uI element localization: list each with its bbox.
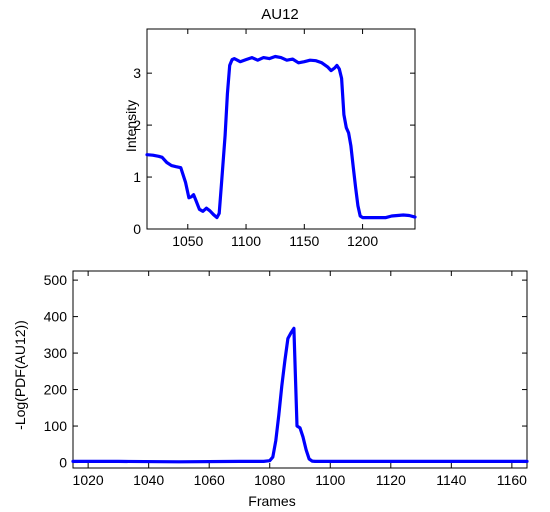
x-tick-label: 1020 [73,472,104,488]
y-tick-label: 100 [44,418,68,434]
chart-bottom-axes-box [72,270,528,469]
chart-bottom-ticks [73,271,527,468]
chart-bottom-xlabel: Frames [248,493,295,509]
x-tick-label: 1080 [254,472,285,488]
x-tick-label: 1040 [133,472,164,488]
x-tick-label: 1120 [376,472,406,488]
y-tick-label: 0 [59,455,67,471]
chart-bottom: -Log(PDF(AU12)) Frames 1020 1040 1060 1080 1… [12,270,529,509]
x-tick-label: 1050 [172,233,203,249]
y-tick-label: 400 [44,309,68,325]
y-tick-label: 300 [44,345,68,361]
chart-bottom-ylabel: -Log(PDF(AU12)) [12,320,28,430]
x-tick-label: 1150 [289,233,319,249]
x-tick-label: 1100 [231,233,261,249]
y-tick-label: 0 [133,221,141,237]
x-tick-label: 1100 [315,472,345,488]
x-tick-label: 1060 [194,472,225,488]
x-tick-label: 1200 [347,233,378,249]
y-tick-label: 1 [133,169,141,185]
chart-top-title: AU12 [261,6,299,23]
y-tick-label: 3 [133,65,141,81]
chart-top-tick-labels: 1050 1100 1150 1200 0 1 2 3 [133,65,378,249]
chart-top-ticks [147,29,415,230]
y-tick-label: 500 [44,272,68,288]
chart-top-ylabel: Intensity [123,100,139,152]
chart-top: AU12 Intensity 1050 1100 1150 1200 0 1 2 3 [123,6,417,249]
x-tick-label: 1160 [497,472,527,488]
chart-bottom-tick-labels: 1020 1040 1060 1080 1100 1120 1140 1160 0 100 200 3… [44,272,527,488]
y-tick-label: 2 [133,117,141,133]
x-tick-label: 1140 [436,472,466,488]
y-tick-label: 200 [44,382,68,398]
chart-top-series-line [145,54,417,220]
chart-top-axes-box [146,28,416,230]
chart-bottom-series-line [71,326,529,464]
